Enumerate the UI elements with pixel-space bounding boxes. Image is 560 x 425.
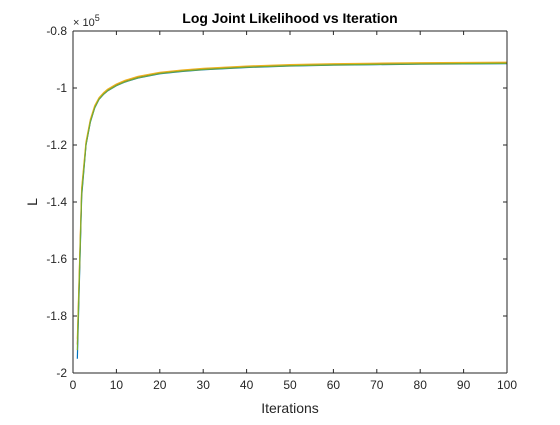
x-tick-label: 90 [457,378,471,392]
x-tick-label: 70 [370,378,384,392]
x-tick-label: 10 [110,378,124,392]
x-tick-label: 60 [327,378,341,392]
y-tick-label: -1.2 [46,138,67,152]
x-tick-label: 100 [497,378,517,392]
y-exponent-base: × 10 [73,17,95,29]
tick-marks: 0 10 20 30 40 50 60 70 80 90 100 -2 -1.8 -1.6 -1.4 -1.2… [46,24,517,392]
x-tick-label: 80 [414,378,428,392]
y-tick-label: -0.8 [46,24,67,38]
x-tick-label: 40 [240,378,254,392]
y-tick-label: -1.8 [46,309,67,323]
y-tick-label: -1 [56,81,67,95]
y-tick-label: -1.6 [46,252,67,266]
series-line-3 [76,61,508,339]
y-exponent-label: × 105 [73,13,100,29]
x-tick-label: 50 [283,378,297,392]
y-axis-label: L [24,198,40,206]
series-lines [76,61,508,359]
plot-area [73,31,507,373]
x-tick-label: 0 [70,378,77,392]
y-exponent-power: 5 [95,13,100,23]
y-tick-label: -1.4 [46,195,67,209]
x-tick-label: 20 [153,378,167,392]
series-line-4 [76,62,508,351]
chart-title: Log Joint Likelihood vs Iteration [182,10,397,26]
x-axis-label: Iterations [261,400,319,416]
y-tick-label: -2 [56,366,67,380]
x-tick-label: 30 [197,378,211,392]
